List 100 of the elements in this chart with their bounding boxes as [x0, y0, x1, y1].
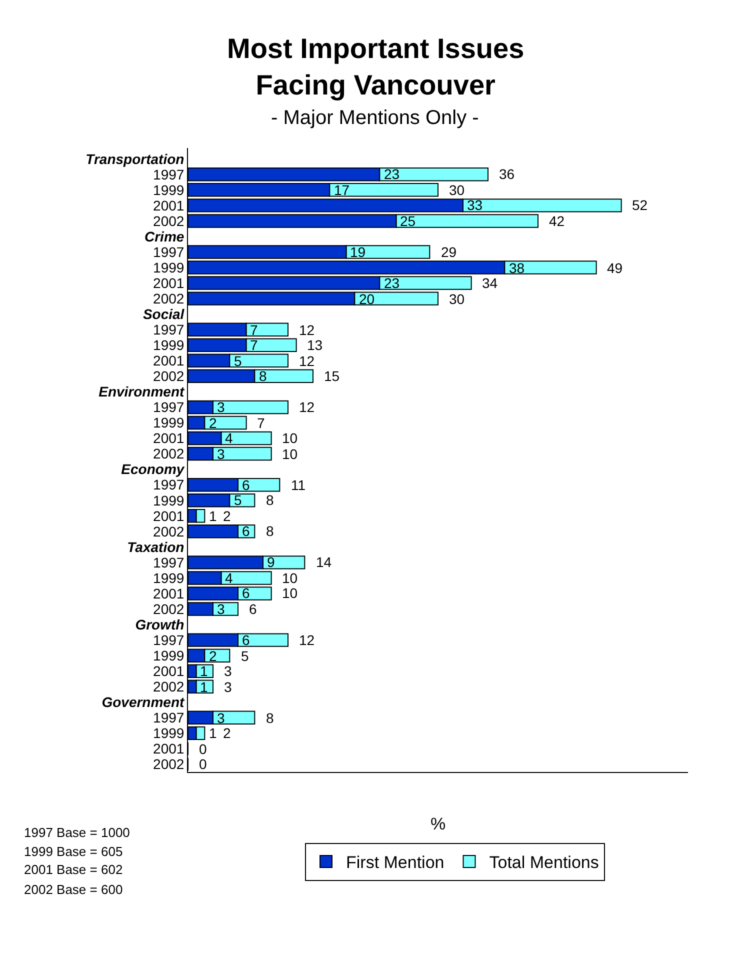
y-tick-label: 1999 [153, 725, 184, 742]
data-label: 5 [234, 353, 242, 369]
data-label: 17 [334, 182, 350, 198]
total-label: 34 [482, 275, 498, 291]
data-label: 20 [359, 291, 375, 307]
total-label: 2 [223, 508, 231, 524]
y-tick-label: 2001 [153, 740, 184, 757]
total-label: 10 [282, 570, 298, 586]
total-label: 10 [282, 446, 298, 462]
data-label: 1 [209, 508, 217, 524]
legend-label: First Mention [346, 853, 444, 872]
x-axis-title: % [430, 814, 446, 834]
y-tick-label: 2001 [153, 508, 184, 524]
data-label: 1 [200, 663, 208, 679]
y-tick-label: 2002 [153, 290, 184, 306]
total-label: 12 [299, 399, 315, 415]
y-tick-label: Economy [121, 461, 186, 478]
y-tick-label: 1997 [153, 399, 184, 416]
y-tick-label: 1997 [153, 244, 184, 260]
y-tick-label: 2001 [153, 352, 184, 369]
data-label: 8 [259, 368, 267, 384]
y-tick-label: Transportation [86, 150, 184, 167]
data-label: 7 [250, 337, 258, 353]
y-tick-label: 1999 [153, 570, 184, 586]
data-label: 7 [250, 322, 258, 338]
y-tick-label: 1999 [153, 414, 184, 431]
y-tick-label: 1997 [153, 476, 184, 493]
data-label: 6 [242, 523, 250, 539]
y-tick-label: 2001 [153, 585, 184, 602]
y-tick-label: 1997 [153, 632, 184, 648]
total-label: 30 [449, 291, 465, 307]
total-label: 10 [282, 585, 298, 601]
y-tick-label: 2002 [153, 756, 184, 772]
text: 2001 Base = 602 [24, 862, 123, 877]
data-label: 25 [400, 213, 416, 229]
y-tick-label: 1999 [153, 259, 184, 276]
y-tick-label: 1997 [153, 322, 184, 338]
total-label: 30 [449, 182, 465, 198]
data-label: 1 [209, 725, 217, 741]
data-label: 9 [267, 554, 275, 570]
total-label: 15 [324, 368, 340, 384]
total-label: 12 [299, 632, 315, 648]
data-label: 2 [209, 415, 217, 431]
total-label: 0 [199, 756, 207, 772]
y-tick-label: 1999 [153, 337, 184, 354]
y-tick-label: 2002 [153, 212, 184, 229]
data-label: 4 [225, 570, 233, 586]
total-label: 6 [242, 585, 250, 601]
y-tick-label: 1999 [153, 647, 184, 664]
y-tick-label: 2002 [153, 523, 184, 540]
data-label: 6 [242, 477, 250, 493]
data-label: 33 [467, 197, 483, 213]
y-tick-label: Government [102, 694, 186, 710]
y-tick-label: 2001 [153, 430, 184, 446]
total-label: 8 [266, 523, 274, 539]
y-tick-label: 2001 [153, 663, 184, 679]
y-tick-label: 1997 [153, 710, 184, 726]
y-tick-label: 1999 [153, 492, 184, 508]
y-tick-label: 2001 [153, 274, 184, 291]
data-label: 3 [217, 601, 225, 617]
total-label: 8 [266, 710, 274, 726]
text: 1997 Base = 1000 [24, 825, 130, 840]
text: 2002 Base = 600 [24, 882, 123, 897]
chart-title: Most Important Issues Facing Vancouver [227, 33, 524, 100]
y-tick-label: 2001 [153, 197, 184, 214]
y-tick-label: 2002 [153, 600, 184, 617]
total-label: 8 [266, 492, 274, 508]
total-label: 10 [282, 430, 298, 446]
total-label: 5 [241, 648, 249, 664]
total-label: 3 [224, 679, 232, 695]
total-label: 2 [223, 725, 231, 741]
data-label: 23 [384, 166, 400, 182]
y-tick-label: Environment [98, 384, 186, 400]
y-tick-label: Social [142, 306, 186, 322]
total-label: 0 [199, 741, 207, 757]
total-label: 11 [291, 477, 306, 493]
data-label: 4 [225, 430, 233, 446]
y-tick-label: 1997 [153, 166, 184, 182]
legend-label: Total Mentions [489, 853, 599, 872]
text: 1999 Base = 605 [24, 844, 123, 859]
y-tick-label: Crime [144, 228, 184, 244]
total-label: 29 [441, 244, 457, 260]
total-label: 42 [549, 213, 565, 229]
data-label: 6 [242, 632, 250, 648]
data-label: 6 [249, 601, 257, 617]
total-label: 52 [632, 197, 648, 213]
data-label: 3 [217, 399, 225, 415]
data-label: 19 [350, 244, 366, 260]
data-label: 23 [384, 275, 400, 291]
total-label: 7 [257, 415, 265, 431]
total-label: 12 [299, 322, 315, 338]
y-tick-label: Taxation [127, 538, 184, 555]
data-label: 1 [200, 679, 208, 695]
data-label: 5 [234, 492, 242, 508]
total-label: 14 [316, 554, 332, 570]
total-label: 13 [307, 337, 323, 353]
data-label: 3 [217, 446, 225, 462]
y-tick-label: 2002 [153, 368, 184, 384]
total-label: 12 [299, 353, 315, 369]
total-label: 3 [224, 663, 232, 679]
